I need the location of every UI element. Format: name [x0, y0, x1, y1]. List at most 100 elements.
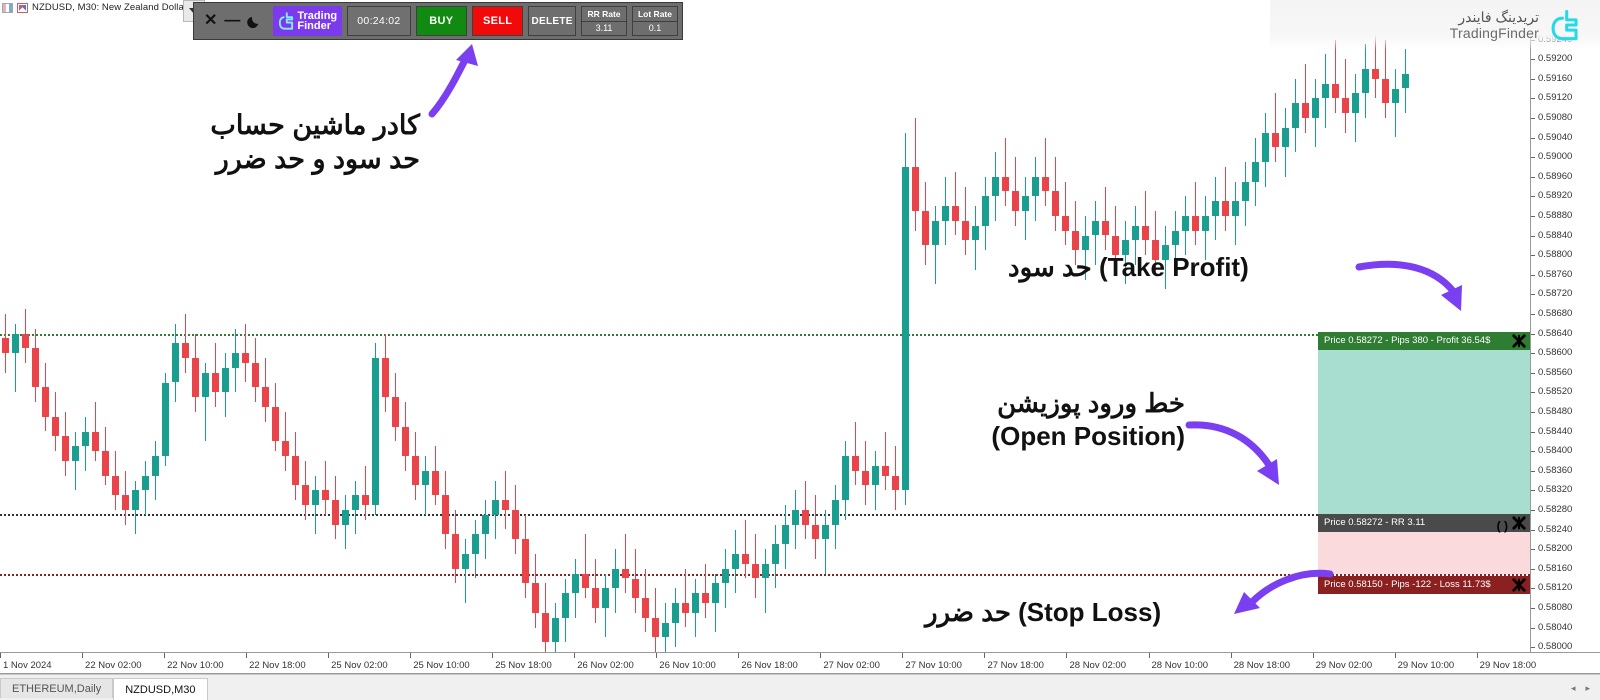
- price-axis-tick: 0.59160: [1531, 73, 1600, 91]
- candle-body: [1272, 132, 1279, 148]
- candle-body: [862, 470, 869, 486]
- candle-body: [432, 470, 439, 496]
- candle-wick: [584, 534, 587, 599]
- candle-wick: [624, 534, 627, 594]
- stop-loss-label[interactable]: Price 0.58150 - Pips -122 - Loss 11.73$: [1318, 575, 1530, 594]
- candle-body: [1072, 230, 1079, 251]
- candle-body: [992, 176, 999, 197]
- arrow-to-stop-loss-icon: [1234, 569, 1334, 614]
- candle-wick: [954, 171, 957, 236]
- candle-body: [1152, 240, 1159, 260]
- time-axis[interactable]: 1 Nov 2024 22 Nov 02:00 22 Nov 10:00 22 Nov…: [0, 652, 1600, 674]
- close-icon[interactable]: ✕: [204, 12, 218, 29]
- delete-button[interactable]: DELETE: [528, 6, 577, 36]
- profile-icon[interactable]: [2, 2, 13, 13]
- candle-wick: [714, 573, 717, 633]
- candle-body: [872, 465, 879, 486]
- candle-body: [362, 495, 369, 505]
- entry-price-label-text: Price 0.58272 - RR 3.11: [1324, 516, 1426, 528]
- price-axis-tick: 0.58480: [1531, 406, 1600, 424]
- price-axis-tick: 0.59040: [1531, 132, 1600, 150]
- delete-level-icon[interactable]: [1512, 516, 1526, 530]
- price-axis-tick: 0.58240: [1531, 524, 1600, 542]
- minimize-icon[interactable]: —: [224, 12, 241, 29]
- calculator-panel-note-line2: حد سود و حد ضرر: [215, 144, 420, 174]
- tab-scroll-left-icon[interactable]: ◂: [1570, 683, 1576, 693]
- candle-wick: [1374, 19, 1377, 99]
- candle-body: [522, 539, 529, 584]
- chart-tab-bar[interactable]: ETHEREUM,Daily NZDUSD,M30 ◂ ▸: [0, 674, 1600, 700]
- candle-body: [112, 475, 119, 496]
- position-box[interactable]: Price 0.58272 - Pips 380 - Profit 36.54$…: [1318, 15, 1530, 652]
- candle-body: [802, 509, 809, 525]
- candle-body: [572, 573, 579, 594]
- candle-body: [332, 500, 339, 525]
- candle-body: [372, 358, 379, 505]
- candle-body: [582, 573, 589, 589]
- delete-level-icon[interactable]: [1512, 333, 1526, 348]
- candle-wick: [184, 313, 187, 373]
- rr-rate-field[interactable]: RR Rate 3.11: [581, 6, 627, 36]
- take-profit-label[interactable]: Price 0.58272 - Pips 380 - Profit 36.54$: [1318, 331, 1530, 350]
- buy-button[interactable]: BUY: [415, 6, 467, 36]
- candle-wick: [1004, 137, 1007, 207]
- candle-body: [822, 524, 829, 540]
- chart-tab-ethereum[interactable]: ETHEREUM,Daily: [0, 678, 114, 698]
- template-icon[interactable]: [17, 2, 28, 13]
- panel-window-controls[interactable]: ✕ —: [198, 13, 268, 29]
- candle-body: [202, 372, 209, 398]
- rr-rate-label: RR Rate: [582, 7, 626, 22]
- candle-body: [172, 343, 179, 383]
- candle-wick: [934, 206, 937, 285]
- candle-body: [1002, 176, 1009, 192]
- tradingfinder-ea-panel[interactable]: ✕ — Trading Finder 00:24:02 BUY SELL DEL…: [193, 2, 683, 40]
- candle-body: [1102, 220, 1109, 236]
- candle-body: [1262, 132, 1269, 162]
- price-axis-tick: 0.58880: [1531, 210, 1600, 228]
- price-axis-tick: 0.58040: [1531, 622, 1600, 640]
- moon-icon[interactable]: [247, 14, 262, 29]
- calculator-panel-note: کادر ماشین حساب حد سود و حد ضرر: [150, 108, 420, 176]
- lot-rate-field[interactable]: Lot Rate 0.1: [632, 6, 678, 36]
- watermark-en-text: TradingFinder: [1449, 25, 1539, 41]
- candle-body: [1292, 103, 1299, 128]
- delete-level-icon[interactable]: [1512, 577, 1526, 592]
- chart-tab-nzdusd[interactable]: NZDUSD,M30: [113, 678, 208, 700]
- price-axis-tick: 0.58600: [1531, 347, 1600, 365]
- candle-wick: [1044, 137, 1047, 207]
- chart-plot-area[interactable]: [0, 15, 1530, 652]
- candle-body: [1352, 93, 1359, 113]
- candle-body: [272, 407, 279, 442]
- tab-scroll-right-icon[interactable]: ▸: [1585, 683, 1590, 693]
- arrow-to-take-profit-icon: [1355, 260, 1462, 311]
- entry-price-label[interactable]: Price 0.58272 - RR 3.11 ( ): [1318, 513, 1530, 533]
- price-axis-tick: 0.58840: [1531, 230, 1600, 248]
- candle-wick: [284, 411, 287, 471]
- price-axis-tick: 0.58760: [1531, 269, 1600, 287]
- price-axis[interactable]: 0.592800.592400.592000.591600.591200.590…: [1530, 14, 1600, 652]
- candle-body: [972, 225, 979, 241]
- rr-rate-value[interactable]: 3.11: [595, 23, 613, 34]
- entry-line: [0, 513, 1530, 516]
- candle-body: [722, 568, 729, 584]
- candle-body: [212, 372, 219, 393]
- candle-body: [942, 206, 949, 221]
- price-axis-tick: 0.58440: [1531, 426, 1600, 444]
- candle-body: [1362, 68, 1369, 94]
- stop-loss-zone[interactable]: [1318, 531, 1530, 574]
- parenthesis-icon[interactable]: ( ): [1496, 518, 1508, 533]
- candle-body: [52, 416, 59, 437]
- candle-wick: [1274, 93, 1277, 162]
- price-axis-tick: 0.58280: [1531, 504, 1600, 522]
- candle-body: [982, 196, 989, 226]
- candle-body: [592, 588, 599, 608]
- take-profit-zone[interactable]: [1318, 349, 1530, 514]
- candle-body: [692, 593, 699, 613]
- candle-wick: [704, 563, 707, 618]
- sell-button[interactable]: SELL: [472, 6, 524, 36]
- lot-rate-value[interactable]: 0.1: [648, 23, 662, 34]
- candle-body: [702, 593, 709, 603]
- tab-scroll-controls[interactable]: ◂ ▸: [1571, 683, 1590, 694]
- candle-body: [242, 353, 249, 363]
- candle-body: [1122, 240, 1129, 256]
